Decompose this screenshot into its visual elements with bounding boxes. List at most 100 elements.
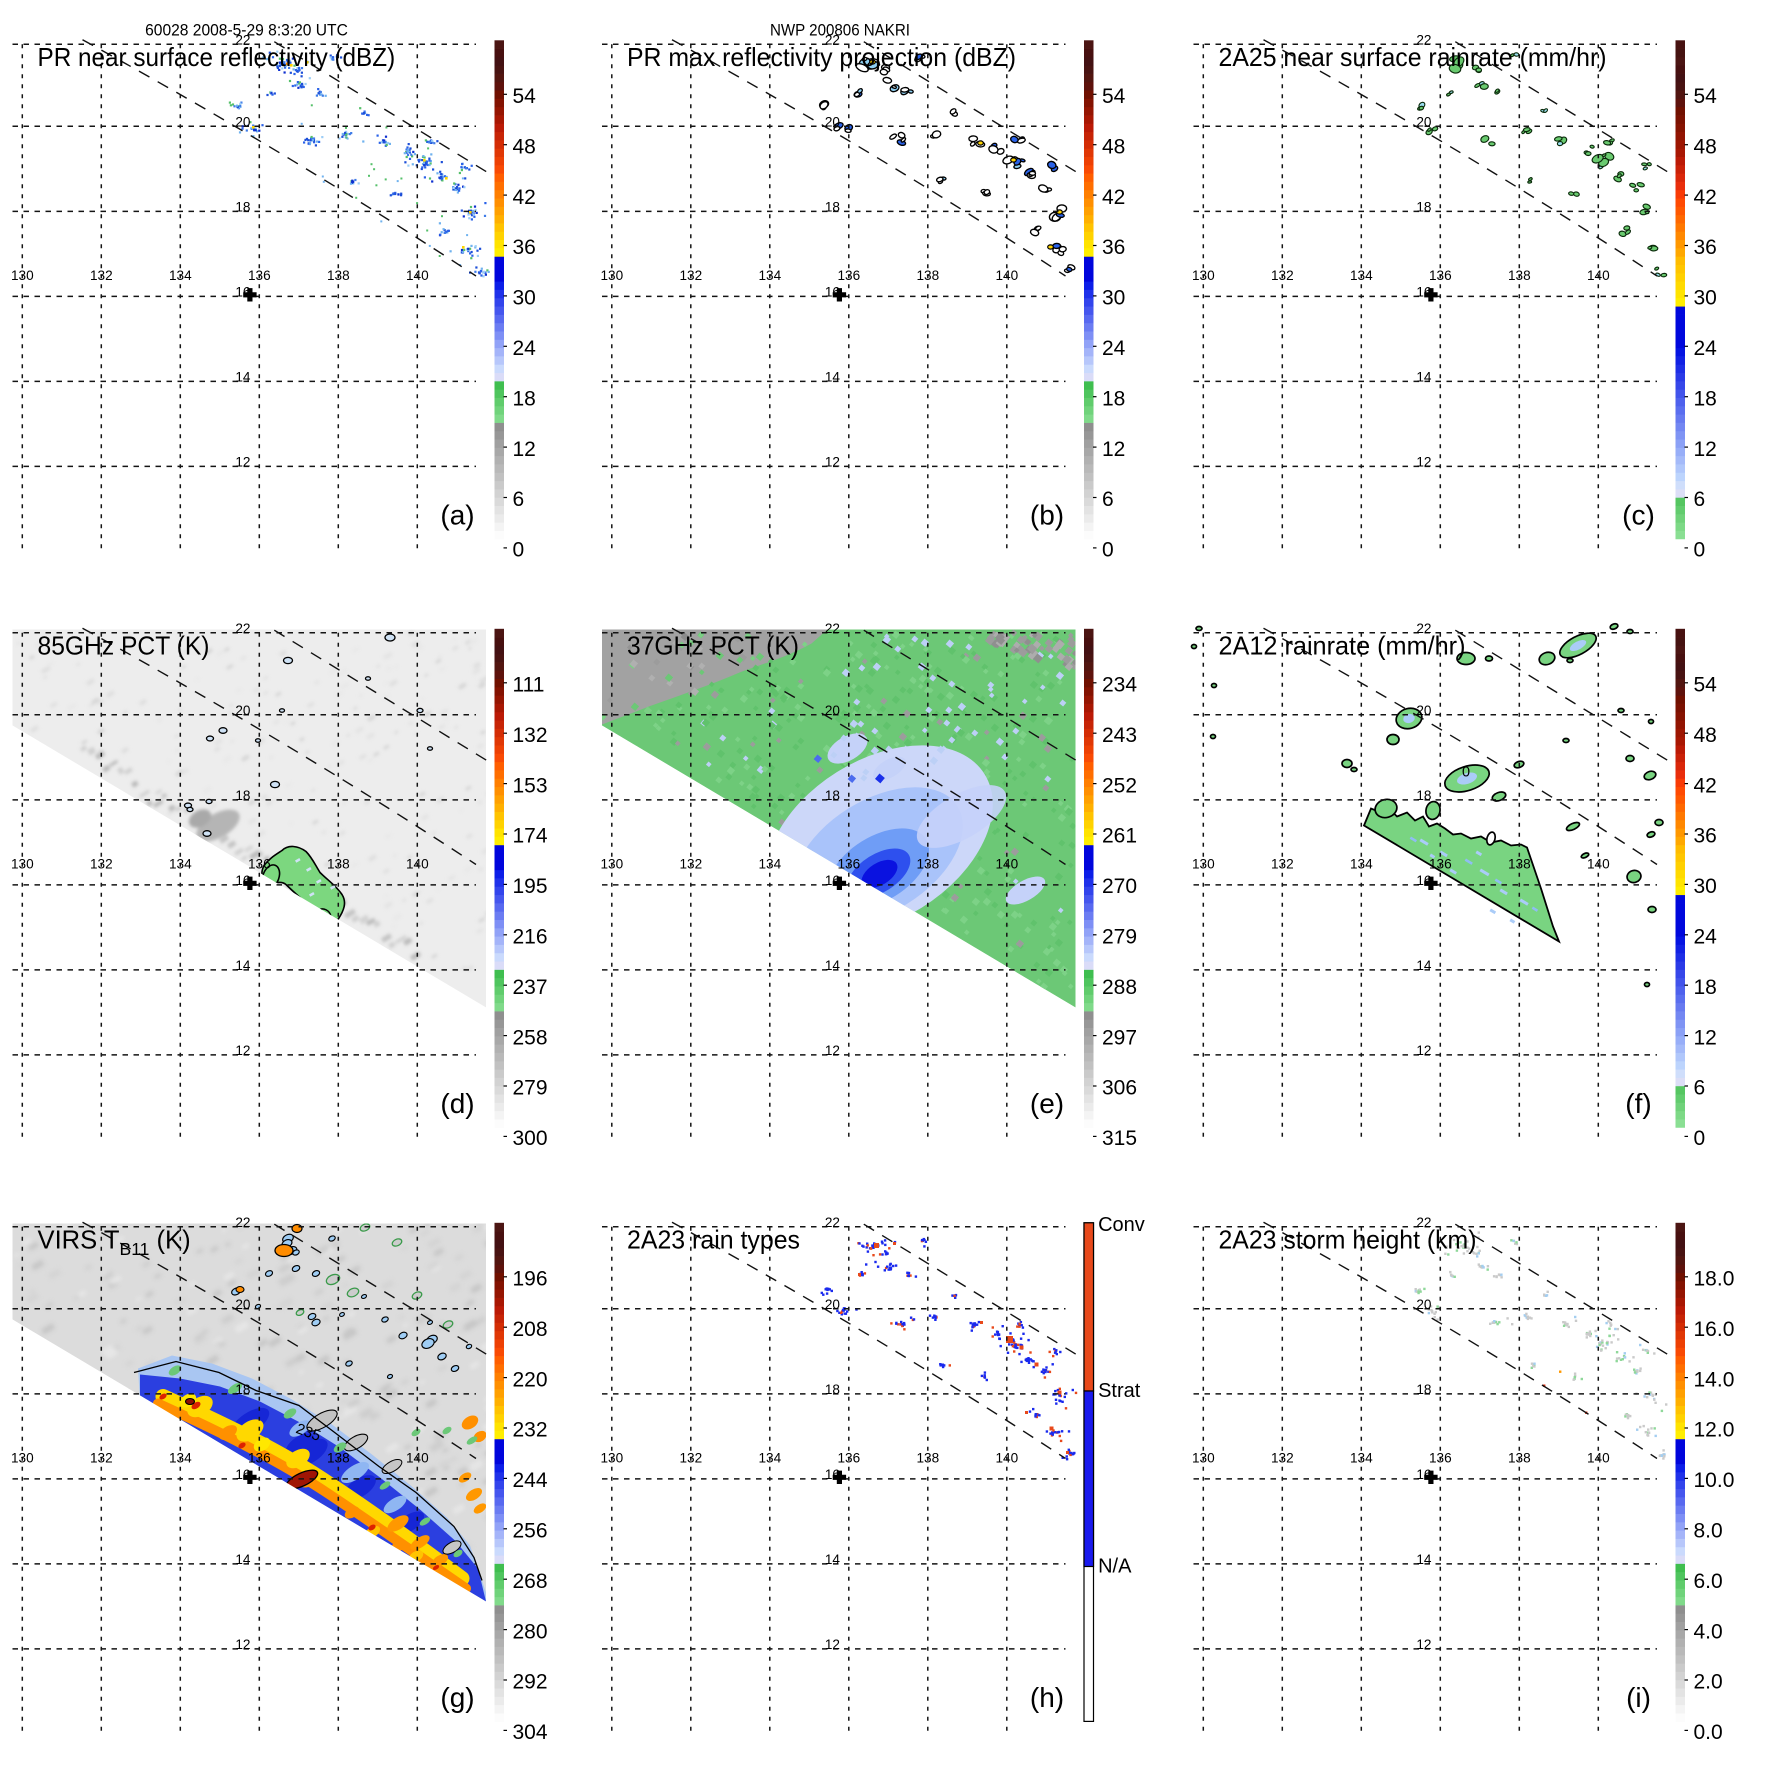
- svg-text:140: 140: [406, 1451, 429, 1466]
- svg-text:N/A: N/A: [1098, 1556, 1132, 1578]
- svg-text:140: 140: [995, 268, 1018, 283]
- svg-text:216: 216: [513, 926, 548, 949]
- svg-text:292: 292: [513, 1671, 548, 1694]
- svg-text:315: 315: [1102, 1127, 1137, 1150]
- svg-text:6: 6: [1694, 488, 1706, 511]
- svg-text:136: 136: [837, 268, 860, 283]
- svg-text:279: 279: [513, 1077, 548, 1100]
- svg-text:54: 54: [1694, 674, 1718, 697]
- svg-text:14: 14: [1416, 958, 1432, 973]
- svg-text:300: 300: [513, 1127, 548, 1150]
- svg-text:85GHz PCT (K): 85GHz PCT (K): [38, 633, 210, 661]
- svg-text:18: 18: [1102, 387, 1125, 410]
- svg-text:134: 134: [169, 857, 192, 872]
- svg-text:244: 244: [513, 1469, 548, 1492]
- svg-text:130: 130: [600, 1451, 623, 1466]
- svg-text:14: 14: [235, 1552, 251, 1567]
- svg-text:0: 0: [1102, 539, 1114, 562]
- svg-text:20: 20: [1416, 703, 1432, 718]
- svg-text:136: 136: [837, 857, 860, 872]
- svg-text:6: 6: [1102, 488, 1114, 511]
- svg-text:134: 134: [758, 857, 781, 872]
- svg-text:12: 12: [235, 1637, 250, 1652]
- svg-text:20: 20: [235, 703, 251, 718]
- svg-text:36: 36: [513, 236, 536, 259]
- svg-text:24: 24: [1694, 926, 1718, 949]
- svg-text:0: 0: [513, 539, 525, 562]
- svg-text:130: 130: [1192, 268, 1215, 283]
- svg-text:24: 24: [1102, 337, 1126, 360]
- svg-text:12: 12: [825, 455, 840, 470]
- svg-text:14: 14: [825, 1552, 841, 1567]
- svg-text:14: 14: [825, 958, 841, 973]
- svg-text:22: 22: [1416, 1215, 1431, 1230]
- svg-text:132: 132: [1271, 268, 1294, 283]
- svg-text:134: 134: [169, 268, 192, 283]
- svg-text:132: 132: [1271, 1451, 1294, 1466]
- svg-text:234: 234: [1102, 674, 1137, 697]
- svg-text:14: 14: [235, 958, 251, 973]
- svg-text:20: 20: [825, 115, 841, 130]
- svg-text:(e): (e): [1030, 1088, 1064, 1119]
- svg-text:270: 270: [1102, 875, 1137, 898]
- svg-text:12: 12: [825, 1043, 840, 1058]
- svg-text:8.0: 8.0: [1694, 1520, 1723, 1543]
- svg-text:12: 12: [513, 438, 536, 461]
- svg-text:36: 36: [1102, 236, 1125, 259]
- svg-text:132: 132: [90, 1451, 113, 1466]
- svg-text:22: 22: [1416, 621, 1431, 636]
- svg-text:280: 280: [513, 1620, 548, 1643]
- svg-text:12: 12: [1416, 1637, 1431, 1652]
- svg-text:140: 140: [1587, 268, 1610, 283]
- svg-text:18: 18: [1416, 200, 1431, 215]
- svg-text:42: 42: [1102, 186, 1125, 209]
- svg-text:12: 12: [235, 455, 250, 470]
- svg-text:136: 136: [837, 1451, 860, 1466]
- svg-text:14: 14: [235, 370, 251, 385]
- svg-text:132: 132: [513, 724, 548, 747]
- svg-text:140: 140: [995, 857, 1018, 872]
- svg-text:268: 268: [513, 1570, 548, 1593]
- svg-text:22: 22: [825, 621, 840, 636]
- svg-text:22: 22: [235, 33, 250, 48]
- svg-text:132: 132: [90, 268, 113, 283]
- svg-text:6: 6: [513, 488, 525, 511]
- svg-text:208: 208: [513, 1318, 548, 1341]
- svg-text:(b): (b): [1030, 500, 1064, 531]
- svg-text:130: 130: [1192, 1451, 1215, 1466]
- svg-text:54: 54: [1102, 85, 1126, 108]
- svg-text:14: 14: [825, 370, 841, 385]
- svg-text:20: 20: [825, 703, 841, 718]
- svg-text:48: 48: [1694, 135, 1717, 158]
- svg-text:136: 136: [248, 1451, 271, 1466]
- svg-text:252: 252: [1102, 774, 1137, 797]
- svg-text:(g): (g): [440, 1682, 474, 1713]
- svg-text:136: 136: [248, 857, 271, 872]
- svg-text:140: 140: [1587, 1451, 1610, 1466]
- svg-text:14: 14: [1416, 370, 1432, 385]
- svg-text:12: 12: [1694, 438, 1717, 461]
- svg-text:153: 153: [513, 774, 548, 797]
- svg-text:24: 24: [513, 337, 537, 360]
- svg-text:30: 30: [1694, 287, 1717, 310]
- svg-text:48: 48: [1102, 135, 1125, 158]
- svg-text:20: 20: [235, 115, 251, 130]
- svg-text:2A23 storm height (km): 2A23 storm height (km): [1219, 1227, 1477, 1255]
- svg-text:138: 138: [1508, 857, 1531, 872]
- svg-text:16.0: 16.0: [1694, 1318, 1735, 1341]
- svg-text:2A25 near surface rainrate (mm: 2A25 near surface rainrate (mm/hr): [1219, 44, 1607, 72]
- svg-text:(i): (i): [1626, 1682, 1651, 1713]
- svg-text:NWP 200806 NAKRI: NWP 200806 NAKRI: [770, 22, 910, 40]
- svg-text:134: 134: [1350, 268, 1373, 283]
- svg-text:18: 18: [235, 1382, 250, 1397]
- svg-text:195: 195: [513, 875, 548, 898]
- svg-text:24: 24: [1694, 337, 1718, 360]
- svg-text:37GHz PCT (K): 37GHz PCT (K): [627, 633, 799, 661]
- svg-text:(a): (a): [440, 500, 474, 531]
- svg-text:306: 306: [1102, 1077, 1137, 1100]
- svg-text:22: 22: [825, 1215, 840, 1230]
- svg-text:12: 12: [1102, 438, 1125, 461]
- svg-text:18: 18: [825, 788, 840, 803]
- svg-text:18: 18: [1416, 1382, 1431, 1397]
- svg-text:0: 0: [1462, 765, 1470, 781]
